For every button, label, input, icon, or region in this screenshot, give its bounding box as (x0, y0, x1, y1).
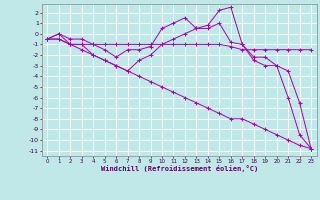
X-axis label: Windchill (Refroidissement éolien,°C): Windchill (Refroidissement éolien,°C) (100, 165, 258, 172)
